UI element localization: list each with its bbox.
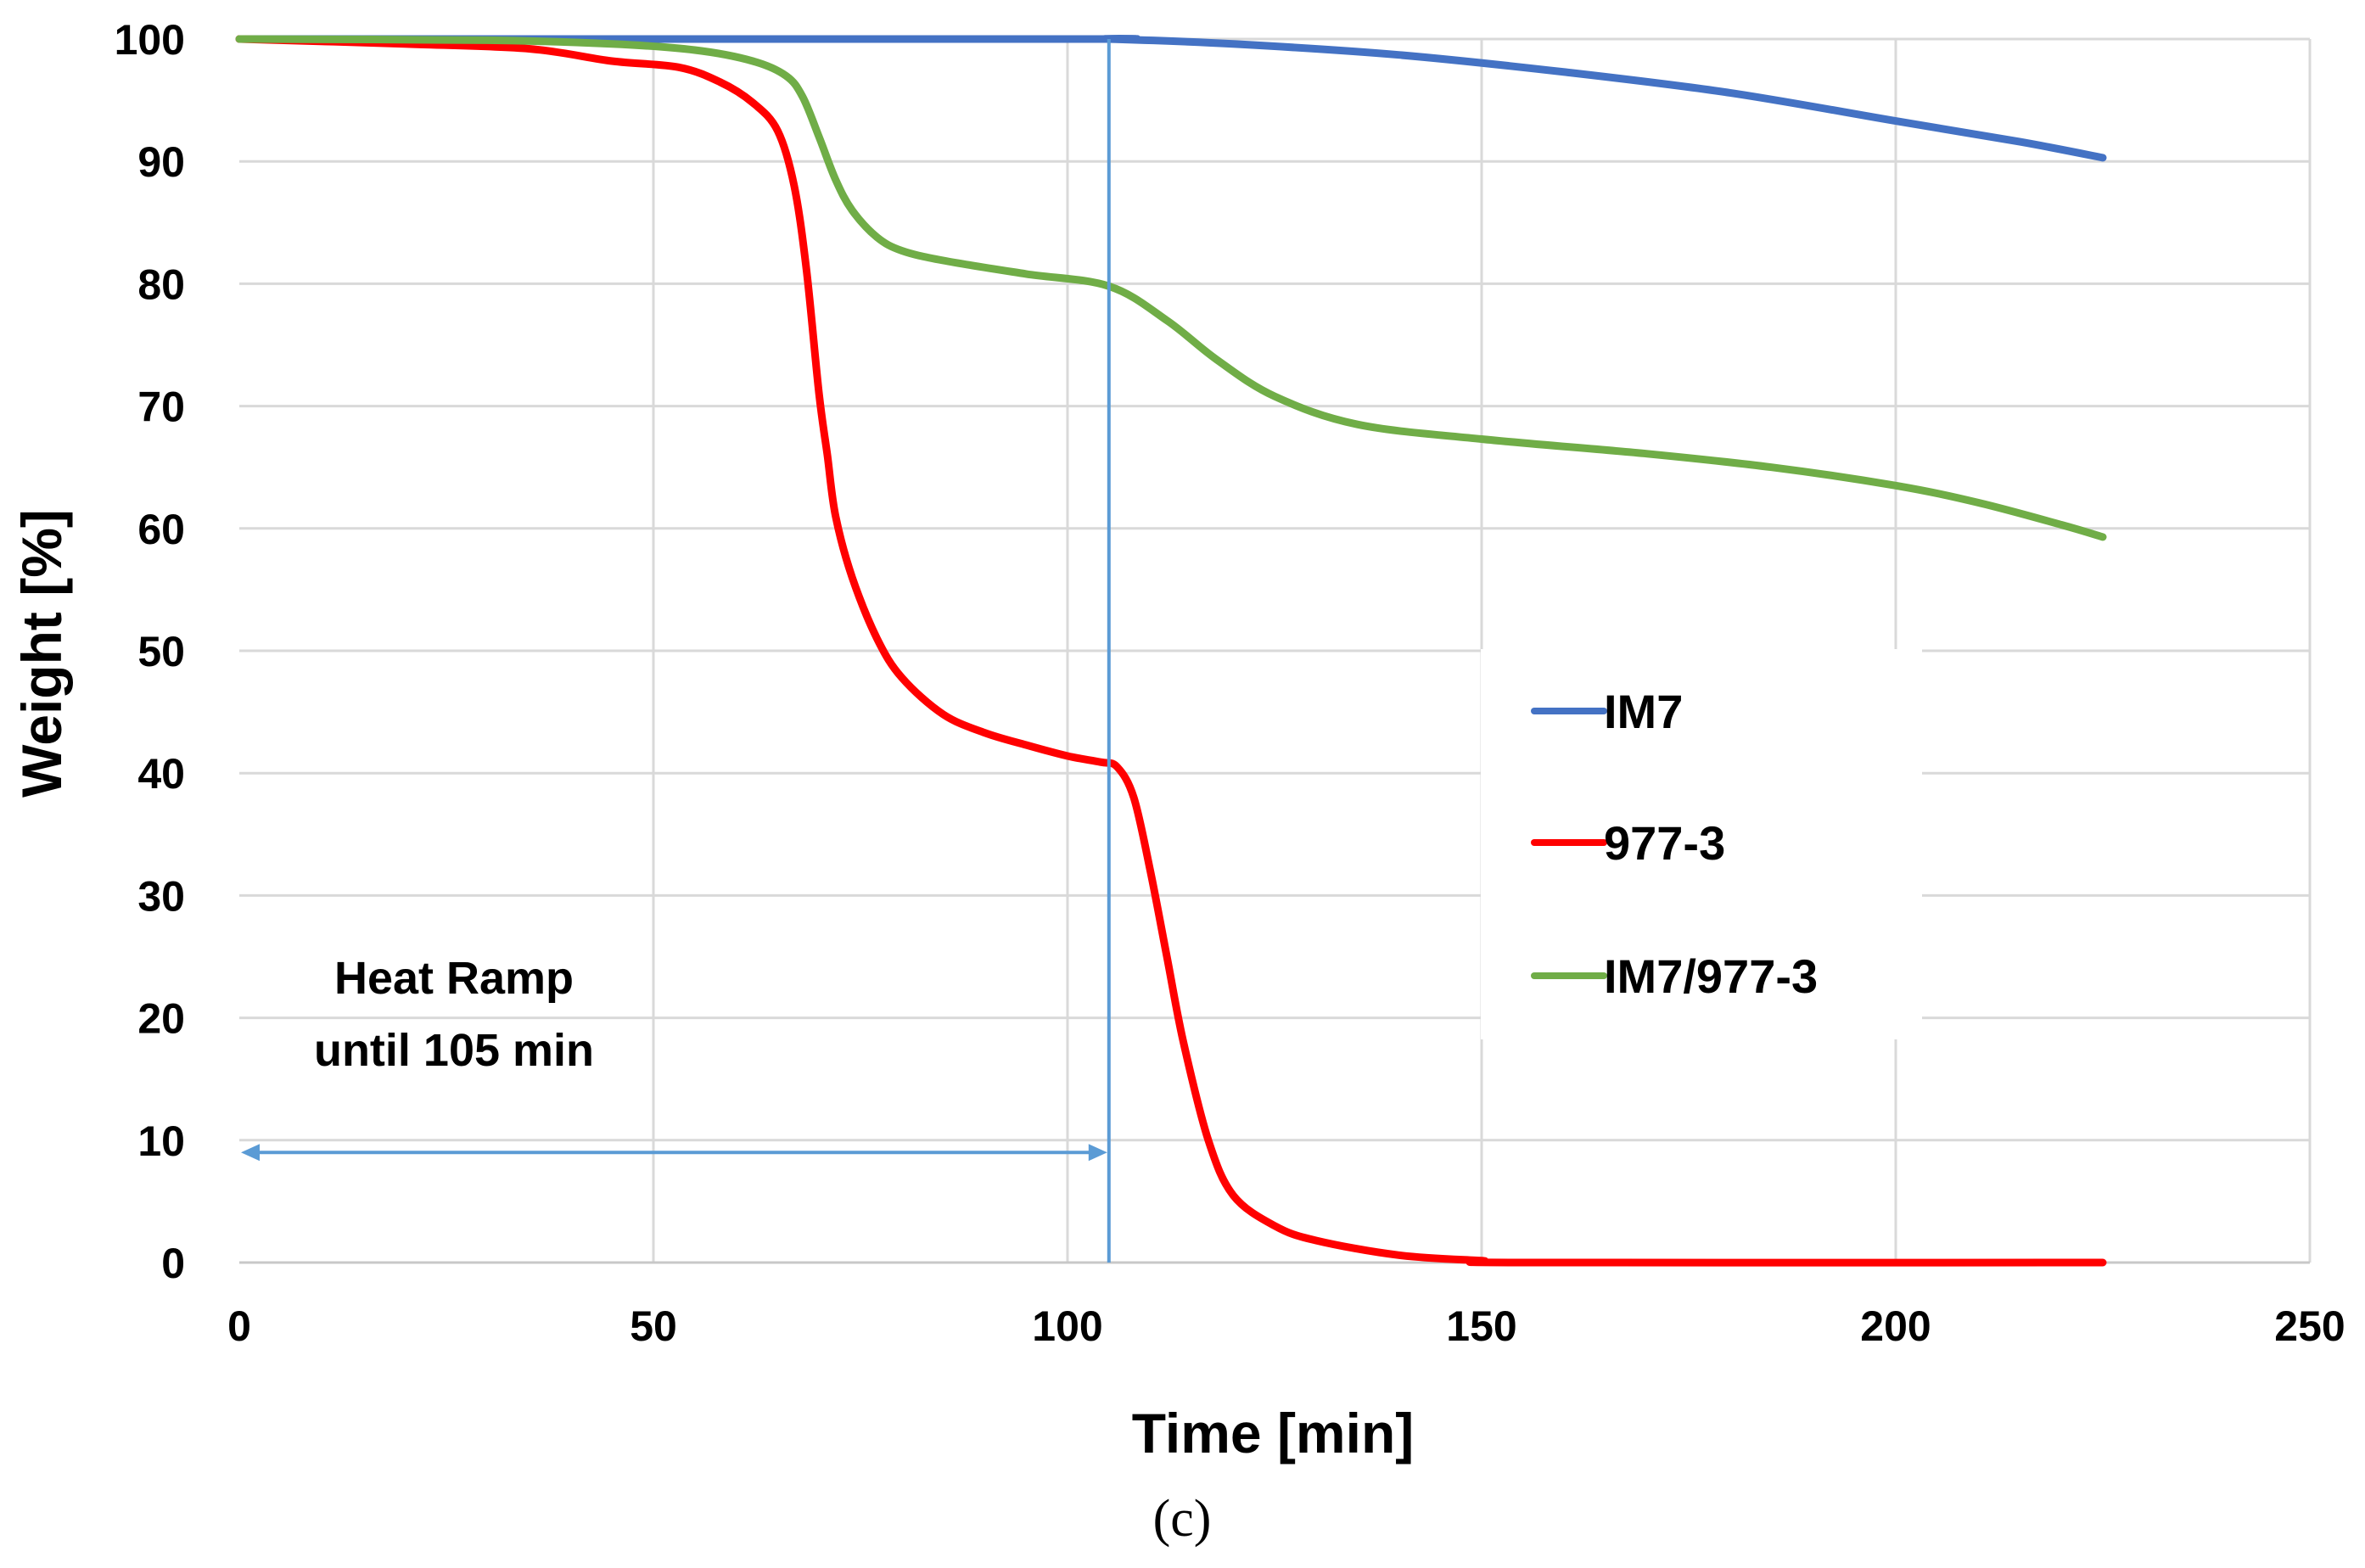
y-tick-label-100: 100	[115, 16, 185, 64]
y-axis-title: Weight [%]	[10, 509, 73, 798]
y-axis-tick-labels: 0 10 20 30 40 50 60 70 80 90 100	[115, 16, 185, 1287]
legend-label-977-3: 977-3	[1604, 816, 1725, 870]
x-tick-label-100: 100	[1032, 1302, 1102, 1350]
heat-ramp-arrowhead-right	[1088, 1144, 1107, 1162]
x-tick-label-50: 50	[630, 1302, 677, 1350]
series-lines	[235, 35, 2107, 1267]
figure-caption: (c)	[1153, 1490, 1212, 1548]
horizontal-gridlines	[239, 37, 2310, 1142]
heat-ramp-arrow	[241, 1144, 1107, 1162]
series-line-im7-977-3	[235, 35, 2107, 541]
y-tick-label-90: 90	[137, 138, 185, 186]
series-line-977-3	[235, 35, 2107, 1267]
y-tick-label-70: 70	[137, 384, 185, 431]
y-tick-label-20: 20	[137, 995, 185, 1043]
y-tick-label-50: 50	[137, 628, 185, 675]
legend-label-im7: IM7	[1604, 685, 1683, 738]
heat-ramp-label-line1: Heat Ramp	[334, 953, 574, 1004]
x-tick-label-200: 200	[1860, 1302, 1931, 1350]
x-axis-tick-labels: 0 50 100 150 200 250	[227, 1302, 2345, 1350]
heat-ramp-arrowhead-left	[241, 1144, 260, 1162]
x-tick-label-150: 150	[1446, 1302, 1516, 1350]
series-line-im7	[235, 35, 2107, 162]
heat-ramp-label-line2: until 105 min	[314, 1025, 594, 1076]
y-tick-label-10: 10	[137, 1117, 185, 1165]
legend-label-im7-977-3: IM7/977-3	[1604, 949, 1818, 1003]
y-tick-label-40: 40	[137, 750, 185, 798]
x-axis-title: Time [min]	[1132, 1402, 1414, 1464]
x-tick-label-0: 0	[227, 1302, 251, 1350]
y-tick-label-60: 60	[137, 506, 185, 553]
y-tick-label-0: 0	[161, 1240, 185, 1287]
x-tick-label-250: 250	[2274, 1302, 2345, 1350]
legend: IM7 977-3 IM7/977-3	[1531, 685, 1818, 1003]
y-tick-label-30: 30	[137, 872, 185, 920]
y-tick-label-80: 80	[137, 260, 185, 308]
